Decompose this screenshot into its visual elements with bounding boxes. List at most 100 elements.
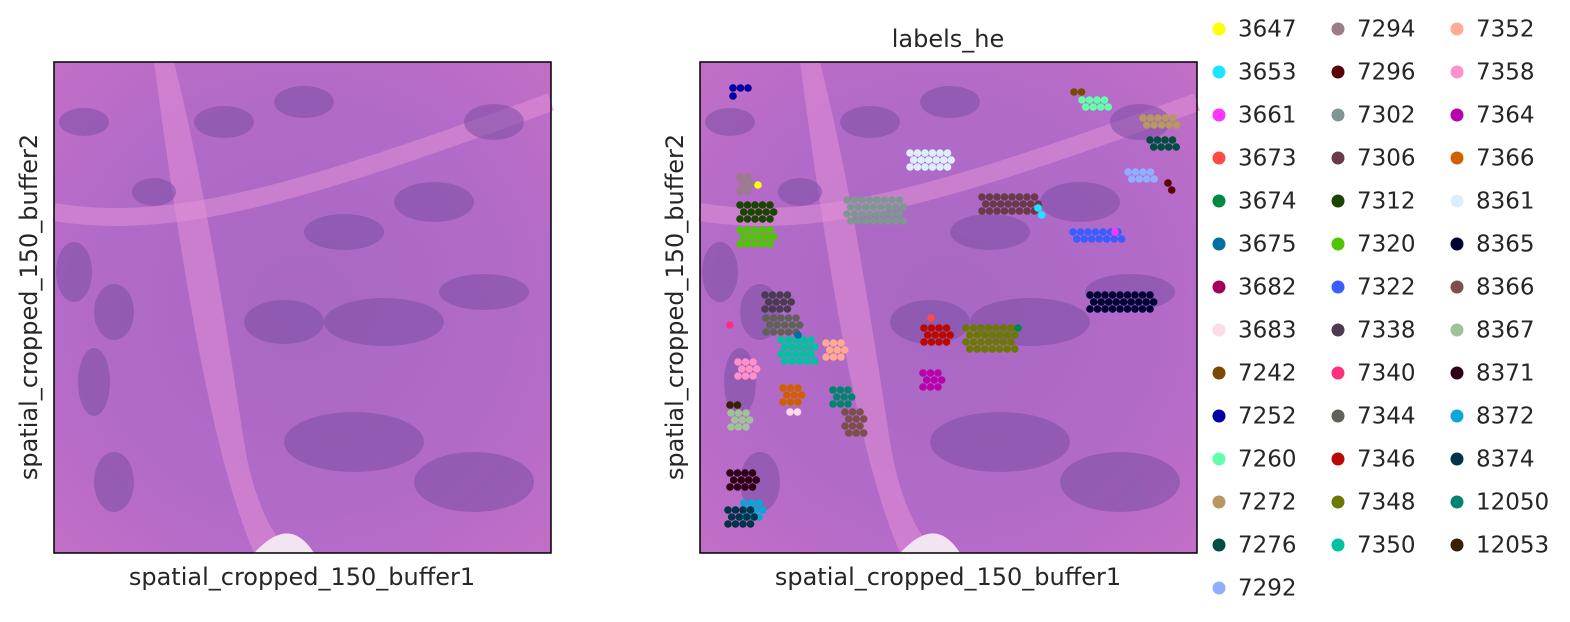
spot <box>1116 305 1124 313</box>
legend-marker <box>1331 452 1345 466</box>
spot <box>1085 96 1094 104</box>
spot <box>779 398 787 406</box>
spot <box>888 196 896 204</box>
legend-label: 7340 <box>1357 361 1416 387</box>
spot <box>913 163 922 171</box>
legend: 3647 3653 3661 3673 3674 3675 3682 3683 7242 7252… <box>1212 17 1549 602</box>
panel-2: labels_he spatial_cropped_150_buffer1 sp… <box>661 25 1197 591</box>
spot <box>784 350 793 358</box>
spot <box>841 422 849 430</box>
legend-label: 3683 <box>1238 318 1297 344</box>
legend-marker <box>1450 65 1464 79</box>
spot <box>739 506 747 514</box>
spot <box>1023 207 1031 215</box>
spot <box>1149 298 1158 306</box>
spot <box>1164 179 1172 187</box>
spot <box>777 314 785 322</box>
spot <box>1004 200 1012 208</box>
spot <box>777 328 785 336</box>
spot <box>758 201 767 209</box>
spot <box>973 331 981 339</box>
spot <box>980 345 989 353</box>
spot <box>786 384 795 392</box>
spot <box>750 513 758 521</box>
spot <box>943 163 952 171</box>
spot <box>888 210 896 218</box>
spot <box>895 196 904 204</box>
legend-marker <box>1450 237 1464 251</box>
spot <box>743 187 752 195</box>
spot <box>1072 235 1081 243</box>
spot <box>743 201 752 209</box>
spot <box>1084 228 1092 236</box>
x-axis-label: spatial_cropped_150_buffer1 <box>775 563 1121 591</box>
spot <box>736 187 744 195</box>
legend-label: 7306 <box>1357 146 1416 172</box>
spot <box>776 291 784 299</box>
spot <box>734 409 743 417</box>
spot <box>1119 298 1128 306</box>
spot <box>844 400 852 408</box>
spot <box>788 343 796 351</box>
spot <box>1172 143 1180 151</box>
spot <box>1014 324 1022 332</box>
spot <box>1153 136 1162 144</box>
spot <box>754 181 762 189</box>
legend-marker <box>1331 237 1345 251</box>
legend-label: 7322 <box>1357 275 1416 301</box>
spot <box>1034 204 1042 212</box>
spot <box>729 84 737 92</box>
spot <box>766 215 774 223</box>
spot <box>1093 305 1102 313</box>
spot <box>1076 228 1085 236</box>
spot <box>829 353 838 361</box>
spot <box>1104 103 1112 111</box>
spot <box>1123 291 1132 299</box>
spot <box>736 201 744 209</box>
spot <box>825 346 834 354</box>
spot <box>981 200 990 208</box>
spot <box>843 196 851 204</box>
spot <box>754 233 763 241</box>
spot <box>988 345 996 353</box>
spot <box>1131 305 1139 313</box>
spot <box>937 376 946 384</box>
spot <box>764 298 773 306</box>
spot <box>1077 88 1086 96</box>
spot <box>909 156 918 164</box>
spot <box>876 203 885 211</box>
spot <box>1026 200 1035 208</box>
spot <box>734 423 743 431</box>
spot <box>926 383 935 391</box>
spot <box>930 376 938 384</box>
spot <box>744 476 753 484</box>
spot <box>927 324 936 332</box>
spot <box>779 298 788 306</box>
spot <box>1093 96 1101 104</box>
legend-label: 8361 <box>1476 189 1535 215</box>
legend-marker <box>1212 409 1226 423</box>
spot <box>1150 175 1158 183</box>
spot <box>744 84 752 92</box>
spot <box>999 338 1008 346</box>
spot <box>931 331 939 339</box>
legend-label: 7272 <box>1238 490 1297 516</box>
spot <box>837 339 845 347</box>
spot <box>906 149 914 157</box>
spot <box>996 200 1005 208</box>
spot <box>779 384 787 392</box>
spot <box>1110 235 1118 243</box>
spot <box>884 203 892 211</box>
spot <box>786 398 795 406</box>
legend-marker <box>1450 280 1464 294</box>
spot <box>921 163 929 171</box>
legend-label: 8374 <box>1476 447 1535 473</box>
spot <box>1080 235 1088 243</box>
spot <box>768 291 777 299</box>
panel-1: spatial_cropped_150_buffer1 spatial_crop… <box>15 62 551 591</box>
spot <box>829 400 837 408</box>
spot <box>746 520 755 528</box>
legend-label: 8371 <box>1476 361 1535 387</box>
legend-marker <box>1450 22 1464 36</box>
spot <box>734 358 742 366</box>
